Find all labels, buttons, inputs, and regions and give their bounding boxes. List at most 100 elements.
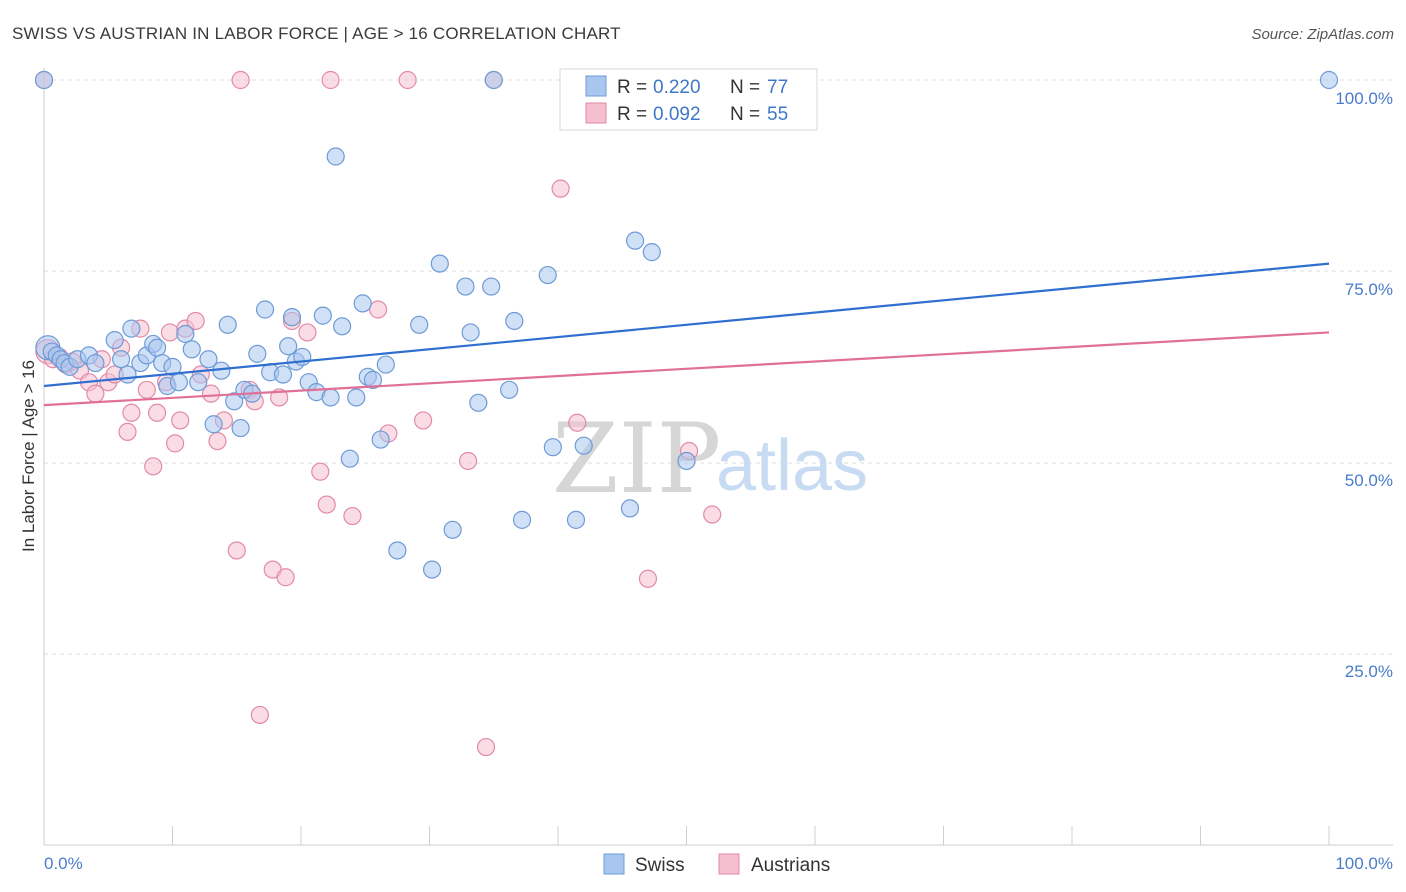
- y-tick-label-75: 75.0%: [1345, 280, 1393, 299]
- legend: R = 0.220 N = 77 R = 0.092 N = 55: [559, 68, 818, 131]
- legend-r-value-swiss: 0.220: [653, 77, 701, 98]
- swiss-point: [199, 350, 218, 369]
- legend-n-label-swiss: N =: [730, 77, 760, 98]
- austrians-point: [369, 300, 388, 319]
- austrians-point: [311, 462, 330, 481]
- austrians-point: [165, 434, 185, 453]
- x-axis-ticks: [43, 826, 1330, 845]
- swiss-point: [313, 306, 332, 325]
- austrians-point: [413, 411, 433, 430]
- austrians-point: [317, 495, 336, 514]
- legend-r-value-austrians: 0.092: [653, 104, 701, 125]
- swiss-point: [482, 277, 501, 296]
- austrians-point: [231, 70, 250, 90]
- swiss-point: [321, 388, 340, 407]
- austrians-point: [137, 380, 156, 399]
- swiss-point: [422, 560, 442, 579]
- series-austrians: [34, 70, 722, 757]
- swiss-trendline: [43, 262, 1330, 388]
- swiss-point: [484, 70, 503, 90]
- swiss-point: [677, 451, 696, 471]
- swiss-point: [469, 393, 488, 412]
- legend-r-label-austrians: R =: [617, 104, 647, 125]
- swiss-point: [176, 324, 195, 344]
- austrians-trendline: [43, 331, 1330, 407]
- swiss-point: [410, 315, 429, 334]
- swiss-point: [625, 231, 645, 250]
- legend-r-label-swiss: R =: [617, 77, 647, 98]
- austrians-point: [551, 179, 570, 198]
- swiss-point: [273, 365, 293, 384]
- swiss-point: [538, 265, 557, 285]
- x-tick-label-0: 0.0%: [44, 854, 83, 873]
- austrians-point: [321, 70, 340, 90]
- swiss-point: [248, 344, 267, 363]
- swiss-point: [218, 315, 237, 334]
- swiss-point: [34, 70, 54, 90]
- bottom-legend-swatch-austrians: [718, 853, 740, 875]
- swiss-point: [353, 294, 372, 313]
- austrians-point: [398, 70, 417, 90]
- bottom-legend: Swiss Austrians: [603, 853, 830, 876]
- trendlines: [43, 262, 1330, 407]
- austrians-point: [186, 311, 205, 331]
- legend-n-value-austrians: 55: [767, 104, 788, 125]
- austrians-point: [568, 413, 587, 432]
- swiss-point: [512, 510, 532, 529]
- austrians-point: [160, 323, 180, 342]
- austrians-point: [171, 411, 190, 430]
- swiss-point: [86, 353, 105, 373]
- swiss-point: [461, 323, 480, 342]
- austrians-point: [458, 451, 478, 471]
- austrians-point: [476, 737, 496, 757]
- swiss-point: [189, 373, 208, 392]
- swiss-point: [1319, 70, 1339, 90]
- swiss-point: [376, 355, 395, 374]
- swiss-point: [282, 308, 302, 327]
- austrians-point: [276, 568, 295, 587]
- y-axis-label: In Labor Force | Age > 16: [19, 360, 38, 552]
- austrians-point: [122, 403, 141, 422]
- swiss-point: [182, 340, 201, 359]
- swiss-point: [204, 415, 223, 434]
- swiss-point: [388, 541, 407, 560]
- austrians-point: [343, 506, 362, 526]
- y-tick-label-100: 100.0%: [1335, 89, 1393, 108]
- swiss-point: [255, 300, 275, 319]
- chart-title: SWISS VS AUSTRIAN IN LABOR FORCE | AGE >…: [12, 24, 621, 43]
- swiss-point: [543, 438, 562, 457]
- austrians-point: [147, 403, 167, 422]
- x-tick-label-100: 100.0%: [1335, 854, 1393, 873]
- swiss-point: [279, 337, 298, 356]
- swiss-point: [147, 338, 167, 357]
- austrians-point: [250, 705, 269, 725]
- swiss-point: [169, 373, 189, 392]
- bottom-legend-swatch-swiss: [603, 853, 625, 875]
- legend-n-label-austrians: N =: [730, 104, 760, 125]
- watermark: ZIP atlas: [552, 403, 868, 515]
- axes: [43, 68, 1393, 846]
- swiss-point: [347, 388, 366, 407]
- swiss-point: [163, 357, 182, 376]
- austrians-point: [144, 457, 163, 476]
- swiss-point: [340, 449, 359, 468]
- austrians-point: [298, 323, 317, 342]
- bottom-legend-swiss: Swiss: [635, 855, 685, 876]
- austrians-point: [270, 388, 289, 407]
- swiss-point: [105, 331, 124, 350]
- swiss-point: [326, 147, 345, 166]
- swiss-point: [333, 317, 352, 336]
- austrians-point: [208, 431, 227, 451]
- austrians-point: [638, 569, 658, 588]
- watermark-atlas: atlas: [716, 426, 868, 506]
- legend-n-value-swiss: 77: [767, 77, 788, 98]
- swiss-point: [500, 380, 519, 399]
- austrians-point: [118, 422, 137, 441]
- legend-swatch-swiss: [585, 75, 607, 97]
- swiss-point: [225, 392, 244, 411]
- series-swiss: [34, 70, 1339, 579]
- swiss-point: [456, 277, 475, 296]
- swiss-point: [574, 436, 593, 455]
- legend-swatch-austrians: [585, 102, 607, 124]
